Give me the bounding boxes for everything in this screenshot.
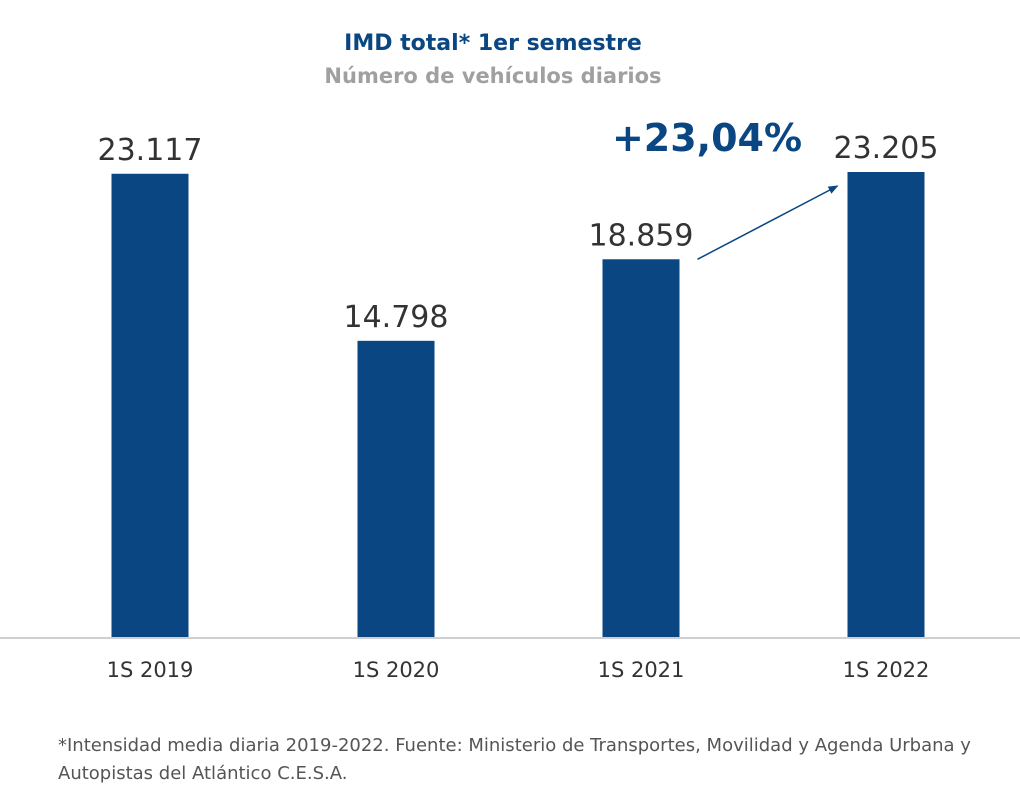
value-label: 23.117 — [98, 133, 203, 168]
x-tick-label: 1S 2020 — [353, 658, 440, 682]
x-tick-labels: 1S 2019 1S 2020 1S 2021 1S 2022 — [107, 658, 930, 682]
footnote: *Intensidad media diaria 2019-2022. Fuen… — [58, 735, 971, 784]
x-tick-label: 1S 2019 — [107, 658, 194, 682]
bars-group: 23.117 14.798 18.859 23.205 — [98, 131, 939, 638]
value-label: 23.205 — [834, 131, 939, 166]
growth-arrow — [697, 185, 839, 260]
bar-1s-2021 — [602, 259, 680, 638]
bar-1s-2020 — [357, 340, 435, 638]
bar-1s-2019 — [111, 173, 189, 638]
chart-subtitle: Número de vehículos diarios — [324, 64, 661, 88]
bar-1s-2022 — [847, 172, 925, 638]
growth-annotation: +23,04% — [612, 116, 802, 160]
x-tick-label: 1S 2021 — [598, 658, 685, 682]
x-tick-label: 1S 2022 — [843, 658, 930, 682]
value-label: 14.798 — [344, 300, 449, 335]
value-label: 18.859 — [589, 218, 694, 253]
chart-title: IMD total* 1er semestre — [344, 31, 642, 56]
